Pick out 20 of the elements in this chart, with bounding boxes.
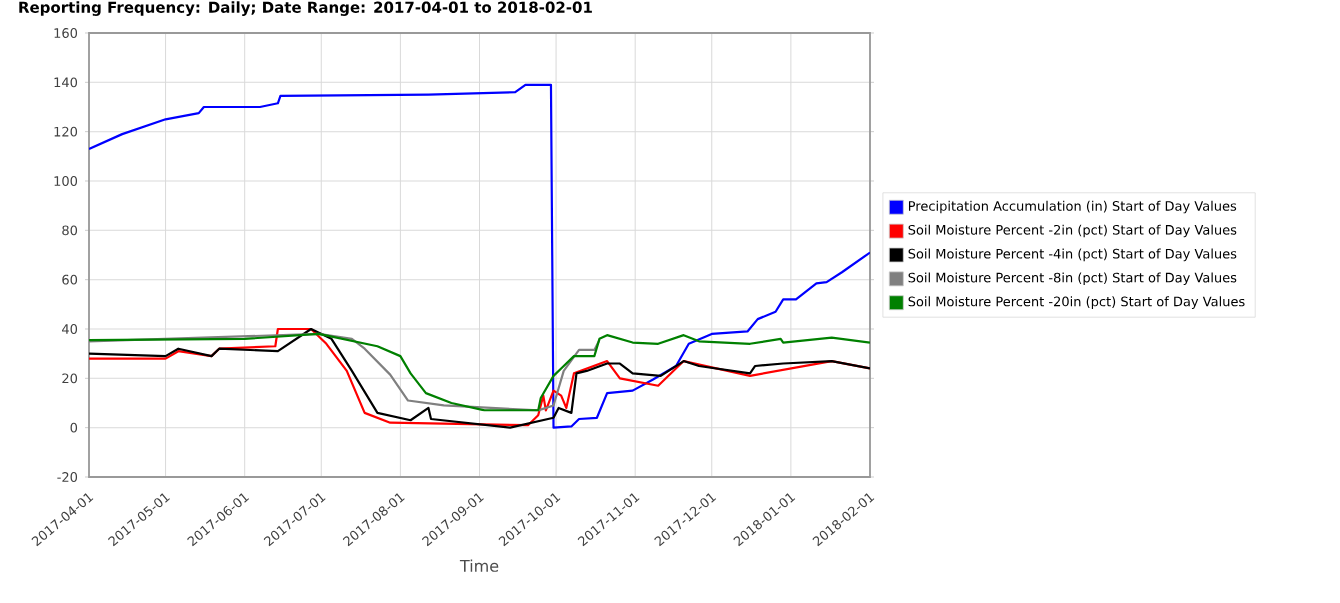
y-tick-label: 140 bbox=[54, 77, 78, 88]
line-series bbox=[89, 332, 601, 412]
line-series bbox=[89, 83, 870, 429]
y-tick-label: 20 bbox=[62, 373, 78, 384]
chart-title: Reporting Frequency: Daily; Date Range: 2017-04-01 to 2018-02-01 bbox=[19, 1, 592, 16]
x-axis-title: Time bbox=[459, 559, 499, 572]
y-tick-label: 60 bbox=[62, 274, 78, 285]
legend-label: Soil Moisture Percent -8in (pct) Start of Day Values bbox=[908, 272, 1237, 285]
y-tick-label: 160 bbox=[54, 28, 78, 38]
line-series bbox=[89, 332, 870, 412]
legend-label: Soil Moisture Percent -4in (pct) Start of Day Values bbox=[908, 248, 1237, 262]
y-tick-label: 100 bbox=[54, 176, 78, 186]
y-tick-label: -20 bbox=[57, 472, 78, 482]
y-tick-label: 40 bbox=[62, 324, 78, 334]
y-tick-label: 80 bbox=[62, 225, 78, 236]
y-tick-label: 120 bbox=[54, 126, 78, 137]
legend-label: Soil Moisture Percent -20in (pct) Start of Day Values bbox=[908, 296, 1245, 309]
legend-label: Precipitation Accumulation (in) Start of Day Values bbox=[908, 200, 1237, 214]
y-tick-label: 0 bbox=[70, 422, 78, 433]
legend-label: Soil Moisture Percent -2in (pct) Start of Day Values bbox=[908, 224, 1237, 238]
